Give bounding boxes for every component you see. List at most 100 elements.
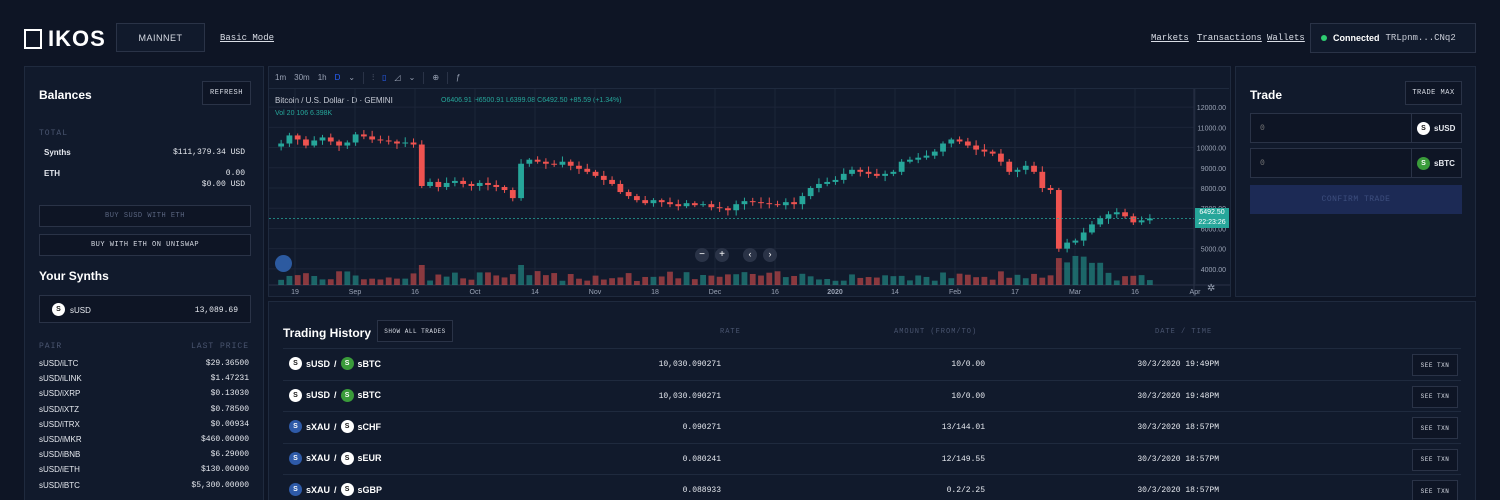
- synth-item[interactable]: S sUSD 13,089.69: [39, 295, 251, 323]
- nav-markets[interactable]: Markets: [1151, 33, 1189, 43]
- candle-body: [956, 139, 963, 142]
- y-tick-label: 8000.00: [1201, 186, 1226, 193]
- volume-bar: [741, 272, 748, 285]
- price-chart[interactable]: 12000.0011000.0010000.009000.008000.0070…: [269, 89, 1231, 297]
- see-txn-button[interactable]: SEE TXN: [1412, 385, 1458, 408]
- volume-bar: [1089, 262, 1095, 285]
- volume-bar: [973, 277, 980, 285]
- candle-body: [493, 184, 500, 187]
- volume-bar: [634, 280, 640, 285]
- candle-body: [634, 196, 640, 201]
- interval-1h[interactable]: 1h: [317, 73, 327, 82]
- volume-bar: [1105, 272, 1112, 285]
- confirm-trade-button[interactable]: CONFIRM TRADE: [1250, 185, 1462, 214]
- candle-body: [915, 157, 922, 160]
- volume-bar: [385, 277, 392, 285]
- tradingview-logo-icon[interactable]: [275, 255, 292, 272]
- see-txn-button[interactable]: SEE TXN: [1412, 417, 1458, 439]
- chart-type-dropdown-icon[interactable]: ⌄: [408, 73, 416, 82]
- pair-name[interactable]: sUSD/iMKR: [39, 435, 82, 444]
- candle-body: [311, 140, 318, 146]
- pair-name[interactable]: sUSD/iLINK: [39, 374, 82, 384]
- trade-rate: 0.088933: [682, 486, 721, 495]
- scroll-left-button[interactable]: ‹: [743, 248, 757, 262]
- basic-mode-link[interactable]: Basic Mode: [220, 33, 275, 43]
- wallet-connection[interactable]: Connected TRLpnm...CNq2: [1310, 23, 1476, 53]
- x-tick-label: 2020: [827, 289, 843, 296]
- candle-body: [1080, 232, 1087, 241]
- nav-wallets[interactable]: Wallets: [1267, 33, 1305, 43]
- candle-body: [667, 202, 673, 205]
- candle-body: [683, 203, 690, 207]
- toolbar-divider: [447, 71, 449, 84]
- pair-name[interactable]: sUSD/iETH: [39, 465, 80, 475]
- y-tick-label: 5000.00: [1201, 247, 1226, 254]
- buy-uniswap-button[interactable]: BUY WITH ETH ON UNISWAP: [39, 234, 251, 256]
- pair-name[interactable]: sUSD/iXRP: [39, 389, 81, 399]
- see-txn-button[interactable]: SEE TXN: [1412, 480, 1458, 500]
- volume-bar: [658, 276, 665, 285]
- volume-bar: [766, 272, 773, 285]
- volume-bar: [683, 272, 690, 285]
- pair-name[interactable]: sUSD/iLTC: [39, 359, 79, 368]
- candle-body: [303, 139, 309, 146]
- interval-d[interactable]: D: [334, 73, 341, 82]
- trade-date: 30/3/2020 19:48PM: [1137, 391, 1219, 401]
- pair-name[interactable]: sUSD/iBNB: [39, 450, 81, 460]
- scroll-right-button[interactable]: ›: [763, 248, 777, 262]
- candle-body: [584, 168, 591, 172]
- interval-1m[interactable]: 1m: [275, 73, 287, 82]
- volume-bar: [733, 274, 740, 285]
- zoom-out-button[interactable]: −: [695, 248, 709, 262]
- candle-body: [1146, 218, 1153, 221]
- pair-name[interactable]: sUSD/iTRX: [39, 419, 80, 429]
- pair-price: $0.13030: [210, 389, 249, 399]
- interval-30m[interactable]: 30m: [294, 73, 310, 82]
- volume-bar: [898, 275, 905, 285]
- show-all-trades-button[interactable]: SHOW ALL TRADES: [377, 320, 453, 342]
- candle-body: [708, 204, 715, 208]
- to-synth-selector[interactable]: S sBTC: [1411, 149, 1463, 177]
- from-synth-selector[interactable]: S sUSD: [1411, 114, 1463, 142]
- x-tick-label: Nov: [589, 289, 602, 296]
- pair-name[interactable]: sUSD/iXTZ: [39, 404, 79, 414]
- bar-style-icon[interactable]: ⫶: [372, 72, 375, 82]
- app-logo[interactable]: IKOS: [24, 26, 106, 52]
- y-tick-label: 4000.00: [1201, 267, 1226, 274]
- candle-body: [551, 163, 558, 165]
- candle-body: [526, 159, 533, 164]
- y-tick-label: 12000.00: [1197, 105, 1226, 112]
- volume-bar: [1080, 256, 1087, 285]
- candle-style-icon[interactable]: ▯: [382, 73, 387, 82]
- candle-body: [857, 169, 864, 172]
- see-txn-button[interactable]: SEE TXN: [1412, 354, 1458, 376]
- nav-transactions[interactable]: Transactions: [1197, 33, 1262, 43]
- network-selector[interactable]: MAINNET: [116, 23, 205, 52]
- from-amount-input[interactable]: [1251, 114, 1411, 142]
- to-synth-icon: S: [340, 420, 354, 433]
- trade-max-button[interactable]: TRADE MAX: [1405, 81, 1462, 105]
- pair-name[interactable]: sUSD/iBTC: [39, 480, 80, 490]
- fx-icon[interactable]: ƒ: [456, 73, 461, 82]
- buy-susd-button[interactable]: BUY SUSD WITH ETH: [39, 205, 251, 227]
- zoom-in-button[interactable]: +: [715, 248, 729, 262]
- to-synth-icon: S: [340, 483, 354, 496]
- indicators-icon[interactable]: ◿: [394, 73, 401, 82]
- see-txn-button[interactable]: SEE TXN: [1412, 448, 1458, 471]
- refresh-button[interactable]: REFRESH: [202, 81, 251, 105]
- interval-dropdown-icon[interactable]: ⌄: [348, 73, 356, 82]
- candle-body: [1006, 161, 1013, 172]
- volume-bar: [518, 265, 524, 285]
- candle-body: [840, 173, 847, 180]
- chart-settings-icon[interactable]: ✲: [1207, 283, 1216, 294]
- add-icon[interactable]: ⊕: [432, 73, 440, 82]
- to-synth: sBTC: [357, 358, 382, 369]
- chart-toolbar: 1m 30m 1h D ⌄ ⫶ ▯ ◿ ⌄ ⊕ ƒ: [269, 67, 1229, 89]
- volume-bar: [824, 278, 831, 285]
- to-amount-input[interactable]: [1251, 149, 1411, 177]
- candle-body: [336, 141, 342, 146]
- trade-date: 30/3/2020 19:49PM: [1137, 360, 1219, 369]
- candle-body: [1097, 218, 1104, 225]
